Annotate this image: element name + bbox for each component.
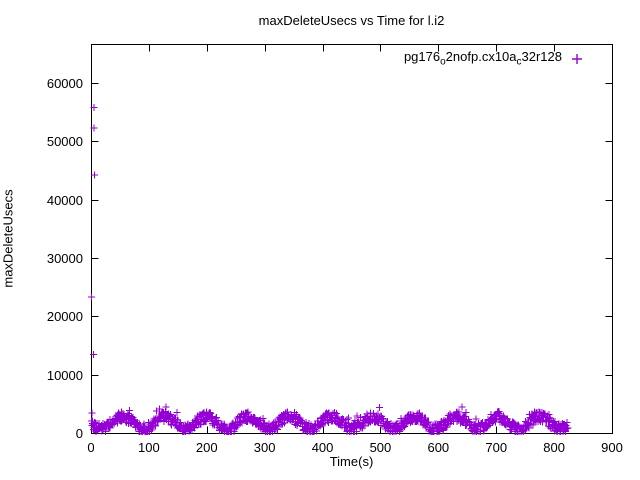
x-tick-label: 800	[543, 440, 565, 455]
chart-title: maxDeleteUsecs vs Time for l.i2	[258, 13, 445, 28]
y-tick-label: 60000	[46, 76, 83, 92]
x-tick-label: 0	[87, 440, 95, 455]
y-tick-label: 0	[75, 426, 83, 441]
y-tick-label: 30000	[46, 251, 83, 267]
x-tick-label: 100	[138, 440, 160, 455]
legend-series-label: pg176o2nofp.cx10ac32r128	[403, 49, 562, 68]
x-tick-label: 600	[427, 440, 450, 455]
x-tick-label: 700	[485, 440, 508, 455]
legend: pg176o2nofp.cx10ac32r128	[403, 49, 583, 68]
y-axis-title: maxDeleteUsecs	[0, 189, 16, 288]
y-tick-label: 10000	[46, 367, 83, 383]
x-tick-label: 400	[311, 440, 334, 455]
x-axis-title: Time(s)	[329, 454, 374, 469]
plot-border	[91, 44, 613, 434]
x-tick-label: 500	[369, 440, 392, 455]
y-tick-label: 40000	[46, 192, 83, 208]
x-tick-label: 200	[195, 440, 218, 455]
axis-tick-marks	[91, 44, 613, 434]
y-tick-label: 20000	[46, 309, 83, 325]
plus-icon	[572, 53, 582, 64]
scatter-points-series	[88, 104, 572, 435]
x-tick-label: 300	[253, 440, 276, 455]
x-tick-label: 900	[601, 440, 623, 455]
y-tick-label: 50000	[46, 134, 83, 150]
